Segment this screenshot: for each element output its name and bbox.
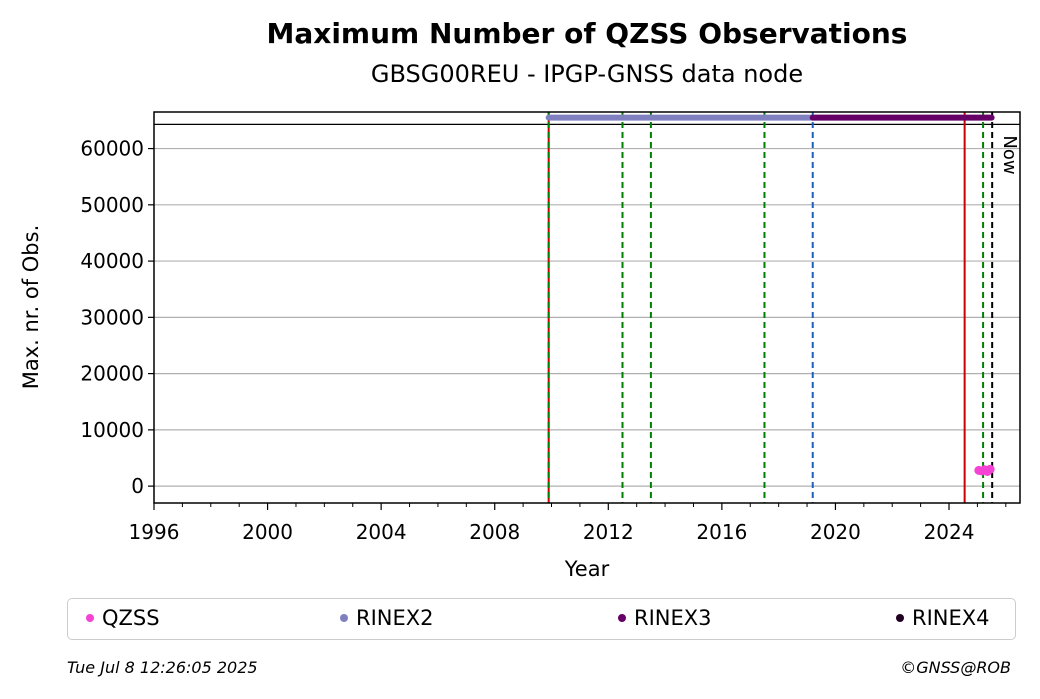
legend-item-rinex2: RINEX2: [340, 606, 434, 630]
legend-item-qzss: QZSS: [86, 606, 160, 630]
y-tick-label: 0: [131, 474, 144, 498]
y-tick-label: 20000: [80, 362, 144, 386]
footer-copyright: ©GNSS@ROB: [900, 658, 1011, 677]
legend-item-rinex3: RINEX3: [618, 606, 712, 630]
x-tick-label: 2008: [469, 520, 520, 544]
x-tick-label: 1996: [129, 520, 180, 544]
y-tick-label: 60000: [80, 137, 144, 161]
legend-label-rinex4: RINEX4: [912, 606, 990, 630]
plot-frame: [153, 111, 1021, 504]
x-axis-label: Year: [564, 557, 610, 581]
y-tick-label: 30000: [80, 305, 144, 329]
y-axis-label: Max. nr. of Obs.: [19, 225, 43, 390]
y-tick-label: 10000: [80, 418, 144, 442]
footer-timestamp: Tue Jul 8 12:26:05 2025: [67, 658, 258, 677]
legend-item-rinex4: RINEX4: [896, 606, 990, 630]
x-tick-label: 2024: [924, 520, 975, 544]
y-tick-label: 40000: [80, 249, 144, 273]
x-tick-label: 2000: [242, 520, 293, 544]
x-tick-label: 2016: [696, 520, 747, 544]
legend-marker-rinex4: [896, 614, 904, 622]
grid: [154, 123, 1020, 487]
legend-label-rinex3: RINEX3: [634, 606, 712, 630]
data-series: [545, 114, 995, 476]
legend-marker-rinex3: [618, 614, 626, 622]
x-tick-label: 2004: [356, 520, 407, 544]
legend-label-rinex2: RINEX2: [356, 606, 434, 630]
now-label: Now: [999, 135, 1020, 174]
chart-subtitle: GBSG00REU - IPGP-GNSS data node: [371, 60, 803, 88]
legend: QZSS RINEX2 RINEX3 RINEX4: [67, 598, 1016, 640]
legend-marker-qzss: [86, 614, 94, 622]
axes: 0 10000 20000 30000 40000 50000 60000 1996 2000 2…: [80, 137, 1007, 544]
legend-marker-rinex2: [340, 614, 348, 622]
vertical-lines: [547, 112, 994, 503]
x-tick-label: 2020: [810, 520, 861, 544]
y-tick-label: 50000: [80, 193, 144, 217]
series-qzss-point: [985, 464, 995, 474]
legend-label-qzss: QZSS: [102, 606, 160, 630]
x-tick-label: 2012: [583, 520, 634, 544]
chart-title: Maximum Number of QZSS Observations: [267, 17, 908, 50]
